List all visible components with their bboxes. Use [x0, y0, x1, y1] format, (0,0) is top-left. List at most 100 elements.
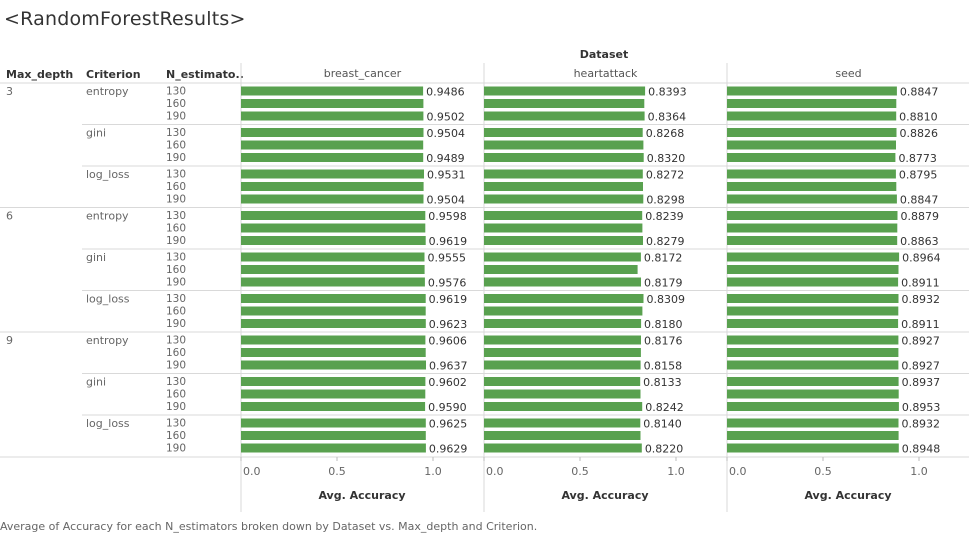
- n-estimators-label: 130: [166, 293, 186, 305]
- bar-seed-6-log_loss-190[interactable]: [727, 319, 899, 328]
- bar-seed-6-gini-190[interactable]: [727, 277, 899, 287]
- bar-heartattack-6-entropy-160[interactable]: [484, 223, 643, 233]
- bar-seed-6-log_loss-130[interactable]: [727, 294, 899, 303]
- dataset-header-seed[interactable]: seed: [835, 67, 861, 80]
- bars-layer: 0.9486 0.8393 0.8847 0.9502 0.8364 0.8810 0.95…: [241, 86, 941, 456]
- x-axis-title[interactable]: Avg. Accuracy: [561, 489, 648, 502]
- header-criterion[interactable]: Criterion: [86, 68, 141, 81]
- bar-breast_cancer-6-entropy-130[interactable]: [241, 211, 426, 220]
- header-n-estimators[interactable]: N_estimato..: [166, 68, 244, 81]
- bar-seed-9-gini-190[interactable]: [727, 402, 899, 411]
- bar-breast_cancer-9-log_loss-190[interactable]: [241, 443, 426, 453]
- bar-heartattack-9-log_loss-130[interactable]: [484, 418, 641, 428]
- bar-breast_cancer-3-gini-160[interactable]: [241, 140, 424, 150]
- bar-breast_cancer-6-log_loss-160[interactable]: [241, 306, 426, 316]
- bar-breast_cancer-9-entropy-130[interactable]: [241, 335, 426, 345]
- bar-breast_cancer-9-log_loss-130[interactable]: [241, 418, 426, 428]
- bar-seed-3-gini-190[interactable]: [727, 153, 896, 162]
- bar-heartattack-3-gini-190[interactable]: [484, 153, 644, 162]
- bar-breast_cancer-9-gini-130[interactable]: [241, 377, 426, 386]
- bar-breast_cancer-9-gini-160[interactable]: [241, 389, 426, 399]
- bar-breast_cancer-6-gini-160[interactable]: [241, 265, 425, 274]
- header-dataset[interactable]: Dataset: [580, 48, 629, 61]
- bar-seed-3-log_loss-190[interactable]: [727, 194, 897, 204]
- bar-seed-9-gini-130[interactable]: [727, 377, 899, 386]
- bar-breast_cancer-3-gini-190[interactable]: [241, 153, 424, 162]
- dataset-header-heartattack[interactable]: heartattack: [574, 67, 638, 80]
- bar-breast_cancer-6-gini-130[interactable]: [241, 252, 425, 262]
- bar-heartattack-6-entropy-190[interactable]: [484, 236, 643, 245]
- header-max-depth[interactable]: Max_depth: [6, 68, 73, 81]
- bar-breast_cancer-9-gini-190[interactable]: [241, 402, 426, 411]
- bar-seed-6-gini-160[interactable]: [727, 265, 899, 274]
- bar-seed-3-entropy-130[interactable]: [727, 86, 897, 96]
- bar-seed-6-gini-130[interactable]: [727, 252, 900, 262]
- bar-seed-9-log_loss-190[interactable]: [727, 443, 899, 453]
- bar-seed-3-log_loss-160[interactable]: [727, 182, 897, 191]
- bar-heartattack-9-entropy-190[interactable]: [484, 360, 641, 370]
- x-axis-title[interactable]: Avg. Accuracy: [318, 489, 405, 502]
- bar-seed-3-log_loss-130[interactable]: [727, 169, 896, 179]
- n-estimators-label: 130: [166, 210, 186, 222]
- bar-heartattack-3-entropy-130[interactable]: [484, 86, 646, 96]
- bar-heartattack-9-log_loss-190[interactable]: [484, 443, 642, 453]
- bar-breast_cancer-6-entropy-190[interactable]: [241, 236, 426, 245]
- bar-heartattack-3-log_loss-190[interactable]: [484, 194, 644, 204]
- bar-heartattack-6-gini-190[interactable]: [484, 277, 641, 287]
- bar-seed-3-entropy-190[interactable]: [727, 111, 897, 121]
- bar-heartattack-6-gini-130[interactable]: [484, 252, 641, 262]
- dataset-header-breast_cancer[interactable]: breast_cancer: [324, 67, 402, 80]
- bar-seed-3-gini-160[interactable]: [727, 140, 896, 150]
- bar-heartattack-3-gini-160[interactable]: [484, 140, 644, 150]
- bar-breast_cancer-6-log_loss-190[interactable]: [241, 319, 426, 328]
- bar-heartattack-6-log_loss-190[interactable]: [484, 319, 642, 328]
- bar-seed-9-entropy-190[interactable]: [727, 360, 899, 370]
- bar-seed-9-gini-160[interactable]: [727, 389, 899, 399]
- bar-heartattack-3-log_loss-160[interactable]: [484, 182, 643, 191]
- x-axis-title[interactable]: Avg. Accuracy: [804, 489, 891, 502]
- bar-breast_cancer-3-log_loss-130[interactable]: [241, 169, 424, 179]
- x-tick-label: 1.0: [667, 465, 685, 478]
- bar-heartattack-9-entropy-130[interactable]: [484, 335, 641, 345]
- bar-seed-6-entropy-130[interactable]: [727, 211, 898, 220]
- bar-heartattack-3-entropy-160[interactable]: [484, 99, 645, 108]
- bar-heartattack-3-entropy-190[interactable]: [484, 111, 645, 121]
- bar-heartattack-9-entropy-160[interactable]: [484, 348, 641, 357]
- bar-heartattack-6-log_loss-130[interactable]: [484, 294, 644, 303]
- value-label: 0.8268: [646, 127, 685, 140]
- bar-seed-9-log_loss-130[interactable]: [727, 418, 899, 428]
- bar-heartattack-6-log_loss-160[interactable]: [484, 306, 643, 316]
- bar-breast_cancer-9-log_loss-160[interactable]: [241, 431, 426, 440]
- bar-breast_cancer-6-entropy-160[interactable]: [241, 223, 426, 233]
- bar-breast_cancer-3-gini-130[interactable]: [241, 128, 424, 137]
- bar-seed-3-entropy-160[interactable]: [727, 99, 897, 108]
- bar-breast_cancer-3-entropy-130[interactable]: [241, 86, 424, 96]
- bar-heartattack-9-gini-160[interactable]: [484, 389, 641, 399]
- bar-heartattack-3-gini-130[interactable]: [484, 128, 643, 137]
- bar-seed-6-log_loss-160[interactable]: [727, 306, 899, 316]
- bar-seed-3-gini-130[interactable]: [727, 128, 897, 137]
- bar-heartattack-9-gini-130[interactable]: [484, 377, 641, 386]
- bar-breast_cancer-6-log_loss-130[interactable]: [241, 294, 426, 303]
- bar-heartattack-9-log_loss-160[interactable]: [484, 431, 641, 440]
- bar-seed-9-entropy-130[interactable]: [727, 335, 899, 345]
- bar-heartattack-6-gini-160[interactable]: [484, 265, 638, 274]
- bar-heartattack-3-log_loss-130[interactable]: [484, 169, 643, 179]
- bar-breast_cancer-3-log_loss-190[interactable]: [241, 194, 424, 204]
- bar-seed-9-entropy-160[interactable]: [727, 348, 899, 357]
- bar-breast_cancer-3-entropy-190[interactable]: [241, 111, 424, 121]
- bar-breast_cancer-3-log_loss-160[interactable]: [241, 182, 424, 191]
- bar-heartattack-9-gini-190[interactable]: [484, 402, 643, 411]
- bar-breast_cancer-9-entropy-160[interactable]: [241, 348, 426, 357]
- bar-breast_cancer-3-entropy-160[interactable]: [241, 99, 424, 108]
- n-estimators-label: 160: [166, 306, 186, 318]
- bar-seed-9-log_loss-160[interactable]: [727, 431, 899, 440]
- bar-heartattack-6-entropy-130[interactable]: [484, 211, 643, 220]
- bar-seed-6-entropy-160[interactable]: [727, 223, 898, 233]
- bar-breast_cancer-6-gini-190[interactable]: [241, 277, 425, 287]
- bar-breast_cancer-9-entropy-190[interactable]: [241, 360, 426, 370]
- value-label: 0.8911: [901, 318, 940, 331]
- bar-seed-6-entropy-190[interactable]: [727, 236, 898, 245]
- criterion-label: gini: [86, 127, 106, 140]
